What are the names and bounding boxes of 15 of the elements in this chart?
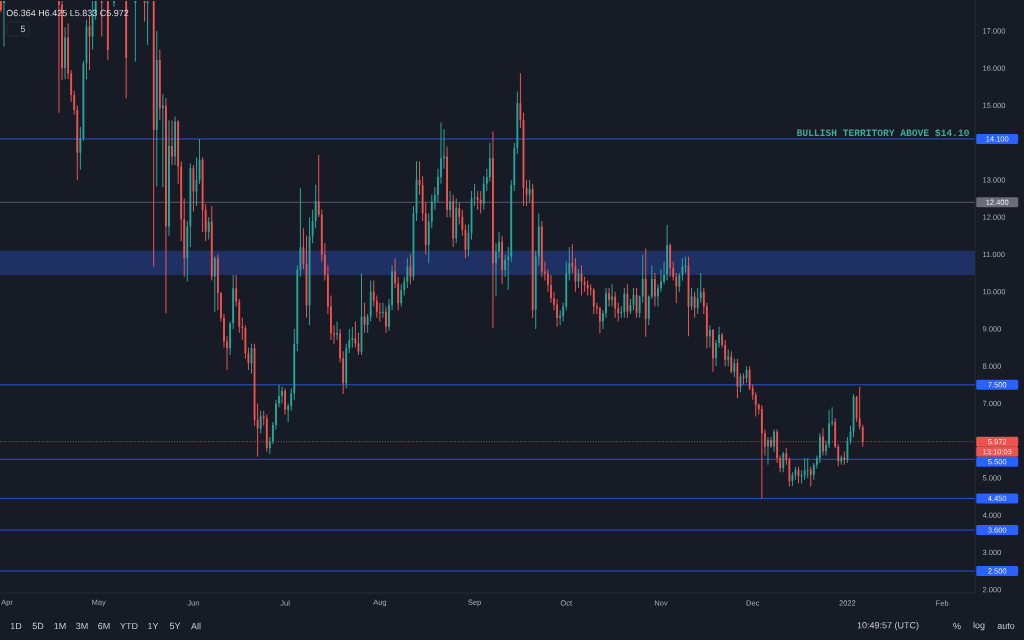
text: 6M	[98, 622, 110, 630]
text: 1D	[10, 622, 22, 630]
text: 3M	[76, 622, 88, 630]
text: 5D	[32, 622, 44, 630]
text: 1M	[54, 622, 66, 630]
annotation: 5	[20, 25, 26, 33]
text: log	[973, 621, 985, 631]
text: 5Y	[169, 622, 181, 630]
text: 1Y	[148, 622, 159, 630]
text: %	[953, 622, 961, 630]
text: 10:49:57 (UTC)	[857, 621, 919, 631]
text: YTD	[120, 622, 138, 630]
text: auto	[997, 623, 1015, 629]
annotation: BULLISH TERRITORY ABOVE $14.10	[797, 128, 969, 137]
text: All	[191, 622, 201, 630]
